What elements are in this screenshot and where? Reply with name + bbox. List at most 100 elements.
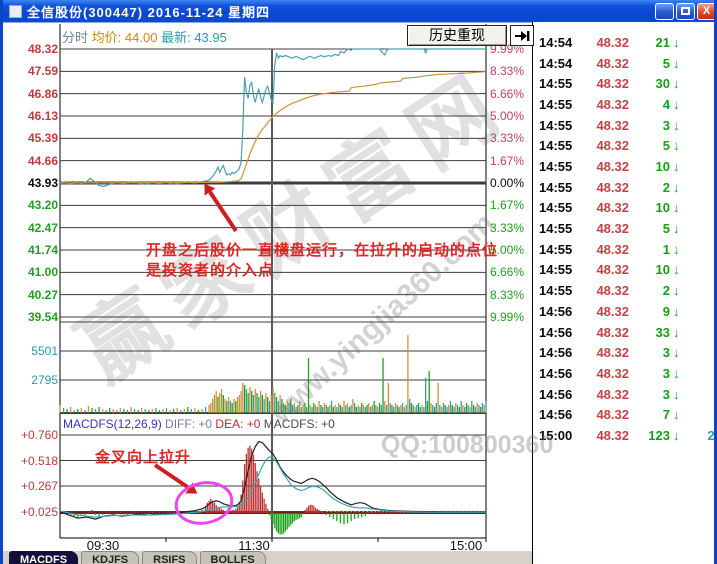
tab-macdfs[interactable]: MACDFS <box>9 551 79 564</box>
window-title: 全信股份(300447) 2016-11-24 星期四 <box>27 4 271 20</box>
trade-time: 14:55 <box>539 76 573 92</box>
trade-time: 14:55 <box>539 241 573 257</box>
trade-row: 14:56 48.32 33↓ 2 <box>533 323 714 343</box>
volume-axis-label: 5501 <box>31 344 58 358</box>
trade-volume: 33 <box>655 324 670 340</box>
trade-count: 1 <box>705 118 714 133</box>
price-axis-label: 39.54 <box>27 309 58 324</box>
trade-count: 1 <box>705 242 714 257</box>
percent-axis-label: 1.67% <box>490 153 525 168</box>
trade-volume: 3 <box>662 117 670 133</box>
trade-volume: 7 <box>662 407 670 423</box>
tab-kdjfs[interactable]: KDJFS <box>81 551 140 564</box>
trade-price: 48.32 <box>596 324 629 340</box>
trade-row: 14:55 48.32 4↓ 2 <box>533 95 714 115</box>
percent-axis-label: 3.33% <box>490 131 525 146</box>
trade-count: 2 <box>705 366 714 381</box>
trade-row: 14:55 48.32 2↓ 1 <box>533 281 714 301</box>
price-axis-label: 43.20 <box>27 198 58 213</box>
trade-volume: 1 <box>662 241 670 257</box>
price-axis-label: 40.27 <box>27 287 58 302</box>
trade-price: 48.32 <box>596 97 629 113</box>
trade-count: 1 <box>705 35 714 50</box>
intraday-chart-canvas[interactable] <box>3 0 717 564</box>
annotation-note-line1: 开盘之后股价一直横盘运行，在拉升的启动的点位 <box>146 242 499 259</box>
minimize-button[interactable]: _ <box>655 2 674 21</box>
trade-time: 14:56 <box>539 386 573 402</box>
trade-time: 14:55 <box>539 200 573 216</box>
trade-volume: 2 <box>662 283 670 299</box>
trade-time: 14:55 <box>539 283 573 299</box>
annotation-macd-note: 金叉向上拉升 <box>95 449 192 466</box>
down-arrow-icon: ↓ <box>673 386 680 402</box>
arrow-to-bar-icon <box>515 30 530 41</box>
percent-axis-label: 0.00% <box>490 175 525 190</box>
down-arrow-icon: ↓ <box>673 324 680 340</box>
trade-price: 48.32 <box>596 407 629 423</box>
history-replay-button[interactable]: 历史重现 <box>407 25 507 46</box>
down-arrow-icon: ↓ <box>673 345 680 361</box>
trade-time: 15:00 <box>539 427 573 443</box>
trade-row: 14:54 48.32 21↓ 1 <box>533 33 714 53</box>
price-axis-label: 42.47 <box>27 220 58 235</box>
trade-price: 48.32 <box>596 221 629 237</box>
down-arrow-icon: ↓ <box>673 97 680 113</box>
trade-row: 14:56 48.32 3↓ 1 <box>533 343 714 363</box>
percent-axis-label: 6.66% <box>490 86 525 101</box>
price-axis-label: 45.39 <box>27 131 58 146</box>
trade-time: 14:55 <box>539 97 573 113</box>
tab-rsifs[interactable]: RSIFS <box>142 551 197 564</box>
trade-volume: 10 <box>655 262 670 278</box>
percent-axis-label: 8.33% <box>490 287 525 302</box>
annotation-note-line2: 是投资者的介入点 <box>146 262 275 279</box>
trade-count: 2 <box>705 221 714 236</box>
trade-time: 14:56 <box>539 407 573 423</box>
trade-price: 48.32 <box>596 179 629 195</box>
macd-axis-label: +0.025 <box>20 504 58 519</box>
avg-price-value: 44.00 <box>124 30 158 45</box>
trade-price: 48.32 <box>596 55 629 71</box>
trade-time: 14:56 <box>539 324 573 340</box>
trade-price: 48.32 <box>596 262 629 278</box>
trade-row: 14:56 48.32 3↓ 1 <box>533 385 714 405</box>
percent-axis-label: 9.99% <box>490 42 525 56</box>
period-label: 分时 <box>62 30 89 45</box>
trade-price: 48.32 <box>596 35 629 50</box>
price-axis-label: 46.86 <box>27 86 58 101</box>
down-arrow-icon: ↓ <box>673 35 680 50</box>
trade-row: 14:54 48.32 5↓ 1 <box>533 54 714 74</box>
down-arrow-icon: ↓ <box>673 303 680 319</box>
trade-time: 14:55 <box>539 221 573 237</box>
trade-price: 48.32 <box>596 427 629 443</box>
time-axis-label: 11:30 <box>238 538 270 553</box>
percent-axis-label: 3.33% <box>490 220 525 235</box>
trade-time: 14:56 <box>539 365 573 381</box>
down-arrow-icon: ↓ <box>673 138 680 154</box>
trade-count: 1 <box>705 138 714 153</box>
down-arrow-icon: ↓ <box>673 55 680 71</box>
percent-axis-label: 8.33% <box>490 64 525 79</box>
price-axis-label: 43.93 <box>27 175 58 190</box>
trade-price: 48.32 <box>596 386 629 402</box>
time-axis-label: 15:00 <box>449 538 483 553</box>
close-button[interactable]: X <box>697 2 714 20</box>
maximize-button[interactable] <box>676 2 695 20</box>
trade-price: 48.32 <box>596 200 629 216</box>
percent-axis-label: 9.99% <box>490 309 525 324</box>
trade-count: 24 <box>707 427 715 443</box>
trade-count: 1 <box>705 159 714 174</box>
trade-volume: 5 <box>662 138 670 154</box>
trade-volume: 5 <box>662 55 670 71</box>
down-arrow-icon: ↓ <box>673 76 680 92</box>
last-price-label: 最新: <box>161 30 191 45</box>
jump-to-end-button[interactable] <box>510 25 534 46</box>
trade-time: 14:54 <box>539 35 573 50</box>
trade-price: 48.32 <box>596 159 629 175</box>
trade-time: 14:55 <box>539 159 573 175</box>
trade-price: 48.32 <box>596 241 629 257</box>
tab-bollfs[interactable]: BOLLFS <box>199 551 266 564</box>
trade-time: 14:54 <box>539 55 573 71</box>
percent-axis-label: 6.66% <box>490 265 525 280</box>
trade-volume: 3 <box>662 365 670 381</box>
